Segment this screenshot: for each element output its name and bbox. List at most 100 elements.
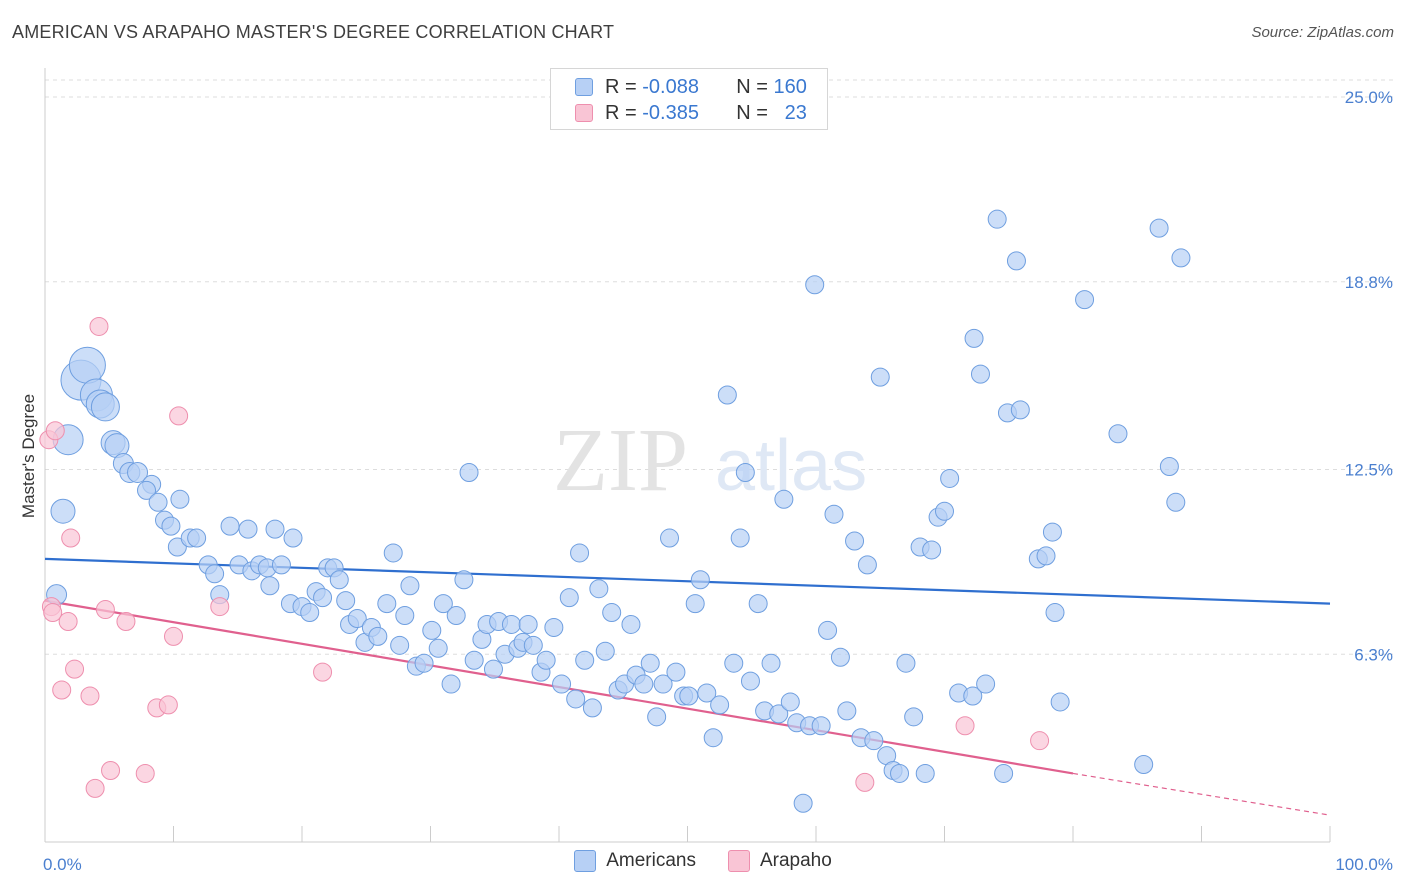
point-americans (653, 674, 673, 694)
point-americans (890, 763, 910, 783)
point-americans (368, 626, 388, 646)
legend-r-label: R = (605, 75, 637, 98)
point-americans (441, 674, 461, 694)
point-americans (422, 620, 442, 640)
point-americans (414, 653, 434, 673)
point-americans (735, 462, 755, 482)
point-americans (582, 698, 602, 718)
y-tick-label: 25.0% (1345, 88, 1393, 107)
point-americans (922, 540, 942, 560)
point-americans (824, 504, 844, 524)
legend-item-arapaho: Arapaho (727, 850, 832, 872)
point-americans (220, 516, 240, 536)
y-axis-title: Master's Degree (19, 394, 38, 518)
point-americans (260, 576, 280, 596)
point-americans (536, 650, 556, 670)
point-americans (830, 647, 850, 667)
watermark-zip: ZIP (553, 411, 688, 510)
point-americans (127, 461, 149, 483)
point-americans (761, 653, 781, 673)
point-arapaho (52, 680, 72, 700)
point-americans (845, 531, 865, 551)
point-americans (187, 528, 207, 548)
point-arapaho (169, 406, 189, 426)
point-americans (724, 653, 744, 673)
point-americans (1134, 755, 1154, 775)
point-americans (148, 492, 168, 512)
point-americans (602, 603, 622, 623)
point-americans (748, 594, 768, 614)
point-americans (793, 793, 813, 813)
trend-extension-arapaho (1072, 772, 1331, 816)
y-tick-label: 18.8% (1345, 273, 1393, 292)
point-americans (90, 392, 120, 422)
point-americans (710, 695, 730, 715)
arapaho-swatch (575, 104, 593, 122)
point-americans (544, 617, 564, 637)
point-americans (915, 763, 935, 783)
point-americans (205, 564, 225, 584)
point-americans (621, 614, 641, 634)
point-americans (730, 528, 750, 548)
legend-r-label: R = (605, 101, 637, 124)
point-americans (769, 704, 789, 724)
point-americans (336, 591, 356, 611)
legend-row-americans: R = -0.088 N = 160 (575, 75, 807, 99)
point-americans (970, 364, 990, 384)
point-americans (501, 614, 521, 634)
point-americans (329, 570, 349, 590)
point-americans (518, 614, 538, 634)
point-americans (717, 385, 737, 405)
x-tick-label-min: 0.0% (43, 855, 82, 874)
americans-swatch (575, 78, 593, 96)
point-arapaho (158, 695, 178, 715)
stats-legend: R = -0.088 N = 160 R = -0.385 N = 23 (550, 68, 828, 130)
point-americans (640, 653, 660, 673)
point-americans (50, 498, 76, 524)
point-americans (1036, 546, 1056, 566)
point-americans (589, 579, 609, 599)
point-americans (837, 701, 857, 721)
point-americans (987, 209, 1007, 229)
point-americans (685, 594, 705, 614)
point-arapaho (95, 600, 115, 620)
point-americans (68, 346, 106, 384)
point-americans (566, 689, 586, 709)
point-arapaho (61, 528, 81, 548)
point-americans (570, 543, 590, 563)
point-americans (265, 519, 285, 539)
point-americans (552, 674, 572, 694)
arapaho-legend-label: Arapaho (759, 850, 832, 871)
point-americans (433, 594, 453, 614)
legend-n-value: 160 (773, 75, 807, 98)
point-arapaho (313, 662, 333, 682)
point-americans (428, 638, 448, 658)
point-americans (870, 367, 890, 387)
point-americans (1006, 251, 1026, 271)
point-americans (679, 686, 699, 706)
point-americans (377, 594, 397, 614)
legend-n-label: N = (736, 101, 768, 124)
point-americans (238, 519, 258, 539)
point-americans (818, 620, 838, 640)
point-americans (634, 674, 654, 694)
point-americans (935, 501, 954, 521)
point-arapaho (43, 603, 63, 623)
point-arapaho (85, 778, 105, 798)
x-tick-label-max: 100.0% (1335, 855, 1393, 874)
point-arapaho (855, 772, 875, 792)
point-americans (595, 641, 615, 661)
point-arapaho (955, 716, 975, 736)
legend-item-americans: Americans (574, 850, 696, 872)
point-americans (347, 609, 367, 628)
point-americans (740, 671, 760, 691)
series-legend: Americans Arapaho (0, 850, 1406, 872)
point-americans (559, 588, 579, 608)
point-americans (170, 489, 190, 509)
legend-n-value: 23 (784, 101, 807, 124)
source-label: Source: ZipAtlas.com (1251, 24, 1394, 41)
point-americans (483, 659, 503, 679)
point-americans (137, 480, 157, 500)
point-americans (1171, 248, 1191, 268)
point-americans (161, 516, 181, 536)
